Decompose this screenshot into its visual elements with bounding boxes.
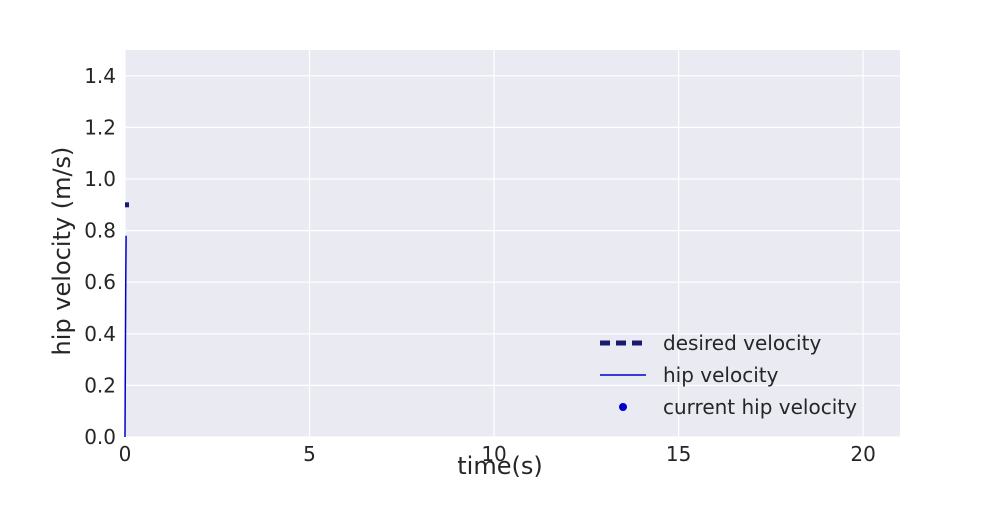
x-tick-label: 0 xyxy=(119,442,132,466)
y-tick-label: 1.2 xyxy=(84,115,116,139)
y-tick-label: 0.0 xyxy=(84,425,116,449)
legend-label: hip velocity xyxy=(663,363,779,387)
y-axis-label: hip velocity (m/s) xyxy=(48,147,76,356)
x-tick-label: 20 xyxy=(850,442,875,466)
y-axis-ticks: 0.0 0.2 0.4 0.6 0.8 1.0 1.2 1.4 xyxy=(84,64,116,449)
legend-label: current hip velocity xyxy=(663,395,857,419)
legend: desired velocity hip velocity current hip … xyxy=(600,331,857,419)
y-tick-label: 0.6 xyxy=(84,270,116,294)
y-tick-label: 0.8 xyxy=(84,219,116,243)
y-tick-label: 0.4 xyxy=(84,322,116,346)
series-line-hip-velocity xyxy=(124,235,127,438)
x-axis-ticks: 0 5 10 15 20 xyxy=(119,442,876,466)
plot-area-background xyxy=(125,50,900,437)
x-tick-label: 5 xyxy=(303,442,316,466)
x-tick-label: 15 xyxy=(666,442,691,466)
series-layer xyxy=(124,202,130,438)
y-tick-label: 1.0 xyxy=(84,167,116,191)
x-tick-label: 10 xyxy=(481,442,506,466)
y-tick-label: 0.2 xyxy=(84,373,116,397)
x-axis-label: time(s) xyxy=(457,452,542,480)
legend-label: desired velocity xyxy=(663,331,821,355)
legend-swatch-marker xyxy=(619,403,627,411)
y-tick-label: 1.4 xyxy=(84,64,116,88)
grid-lines xyxy=(124,50,900,438)
